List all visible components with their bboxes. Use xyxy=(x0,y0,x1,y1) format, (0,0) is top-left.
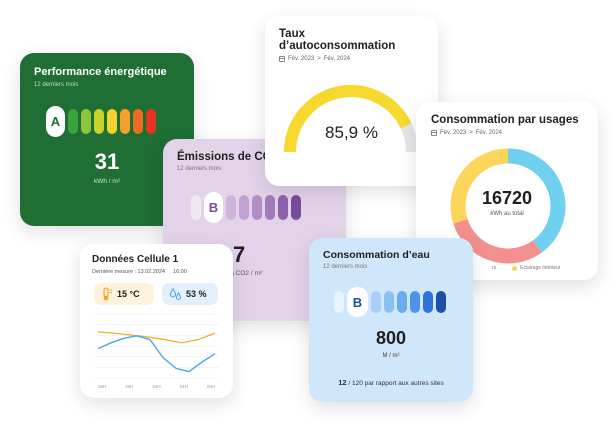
scale-pill xyxy=(133,109,143,134)
scale-pill xyxy=(146,109,156,134)
last-measure-time: 16:00 xyxy=(173,269,187,275)
humidity-line xyxy=(97,335,216,373)
emissions-scale: B xyxy=(191,192,301,223)
performance-title: Performance énergétique xyxy=(34,66,167,78)
cellule-card[interactable]: Données Cellule 1 Dernière mesure : 13.0… xyxy=(80,244,233,398)
legend-dot xyxy=(512,265,518,271)
legend-item-eclairage: Eclairage intérieur xyxy=(520,265,561,271)
autoconsommation-date-range: Fév. 2023 > Fév. 2024 xyxy=(279,56,424,62)
scale-pill xyxy=(252,195,262,220)
eau-ranking: 12 / 120 par rapport aux autres sites xyxy=(309,378,473,387)
autoconsommation-value: 85,9 % xyxy=(325,123,378,142)
scale-pill xyxy=(436,291,446,313)
emissions-grade: B xyxy=(204,192,223,223)
date-separator: > xyxy=(469,130,473,136)
eau-title: Consommation d’eau xyxy=(323,249,430,261)
eau-card[interactable]: Consommation d’eau 12 derniers mois B 80… xyxy=(309,238,473,402)
x-tick-label: 18H xyxy=(98,384,106,389)
scale-pill xyxy=(334,291,344,313)
x-tick-label: 04H xyxy=(180,384,188,389)
scale-pill xyxy=(278,195,288,220)
x-tick-label: 20H xyxy=(125,384,133,389)
emissions-subtitle: 12 derniers mois xyxy=(177,166,222,172)
eau-scale: B xyxy=(334,287,446,317)
autoconsommation-gauge xyxy=(284,85,418,153)
emissions-unit: kg CO2 / m² xyxy=(227,270,263,277)
date-to: Fév. 2024 xyxy=(323,56,351,62)
scale-pill xyxy=(371,291,381,313)
thermometer-icon xyxy=(103,287,112,301)
usages-total: 16720 xyxy=(481,188,533,208)
eau-grade: B xyxy=(347,287,368,317)
usages-legend: rs Eclairage intérieur xyxy=(492,265,560,271)
calendar-icon xyxy=(279,56,285,62)
date-to: Fév. 2024 xyxy=(475,130,503,136)
date-from: Fév. 2023 xyxy=(440,130,467,136)
performance-grade: A xyxy=(46,106,65,137)
usages-date-range: Fév. 2023 > Fév. 2024 xyxy=(431,130,583,136)
scale-pill xyxy=(397,291,407,313)
date-separator: > xyxy=(317,56,321,62)
scale-pill xyxy=(120,109,130,134)
cellule-line-chart: 18H 20H 24H 04H 08H xyxy=(94,313,219,389)
eau-value: 800 xyxy=(375,328,407,348)
autoconsommation-card[interactable]: Taux d’autoconsommation Fév. 2023 > Fév.… xyxy=(265,16,438,186)
donut-segment-0 xyxy=(507,148,566,253)
scale-pill xyxy=(423,291,433,313)
emissions-title: Émissions de CO₂ xyxy=(177,151,277,163)
usages-donut xyxy=(450,148,566,264)
autoconsommation-title: Taux d’autoconsommation xyxy=(279,28,396,52)
legend-item-partial: rs xyxy=(492,265,497,271)
scale-pill xyxy=(410,291,420,313)
emissions-value: 7 xyxy=(233,242,246,267)
temperature-line xyxy=(97,331,216,344)
donut-segment-1 xyxy=(453,218,542,264)
humidity-value: 53 % xyxy=(186,289,207,299)
performance-unit: kWh / m² xyxy=(94,178,120,185)
cellule-title: Données Cellule 1 xyxy=(92,254,179,265)
gauge-fill xyxy=(284,85,412,153)
donut-segment-2 xyxy=(450,148,509,224)
scale-pill xyxy=(239,195,249,220)
scale-pill xyxy=(226,195,236,220)
performance-card[interactable]: Performance énergétique 12 derniers mois… xyxy=(20,53,194,226)
rank-total: / 120 xyxy=(348,380,363,387)
x-tick-label: 24H xyxy=(152,384,160,389)
scale-pill xyxy=(94,109,104,134)
usages-title: Consommation par usages xyxy=(431,114,579,126)
scale-pill xyxy=(81,109,91,134)
scale-pill xyxy=(191,195,201,220)
scale-pill xyxy=(265,195,275,220)
cellule-last-measure: Dernière mesure : 13.02.2024 16:00 xyxy=(92,269,221,275)
date-from: Fév. 2023 xyxy=(288,56,315,62)
scale-pill xyxy=(107,109,117,134)
scale-pill xyxy=(384,291,394,313)
temperature-chip: 15 °C xyxy=(94,283,154,305)
eau-unit: M / m² xyxy=(382,353,400,359)
usages-total-unit: kWh au total xyxy=(490,211,524,217)
humidity-chip: 53 % xyxy=(162,283,218,305)
eau-subtitle: 12 derniers mois xyxy=(323,264,368,270)
rank-position: 12 xyxy=(338,378,347,387)
temperature-value: 15 °C xyxy=(117,289,140,299)
scale-pill xyxy=(68,109,78,134)
performance-scale: A xyxy=(46,106,156,137)
last-measure-date: Dernière mesure : 13.02.2024 xyxy=(92,269,166,275)
scale-pill xyxy=(291,195,301,220)
droplets-icon xyxy=(169,287,182,300)
calendar-icon xyxy=(431,130,437,136)
performance-subtitle: 12 derniers mois xyxy=(34,82,79,88)
rank-text: par rapport aux autres sites xyxy=(364,380,444,387)
performance-value: 31 xyxy=(94,149,120,174)
x-tick-label: 08H xyxy=(207,384,215,389)
